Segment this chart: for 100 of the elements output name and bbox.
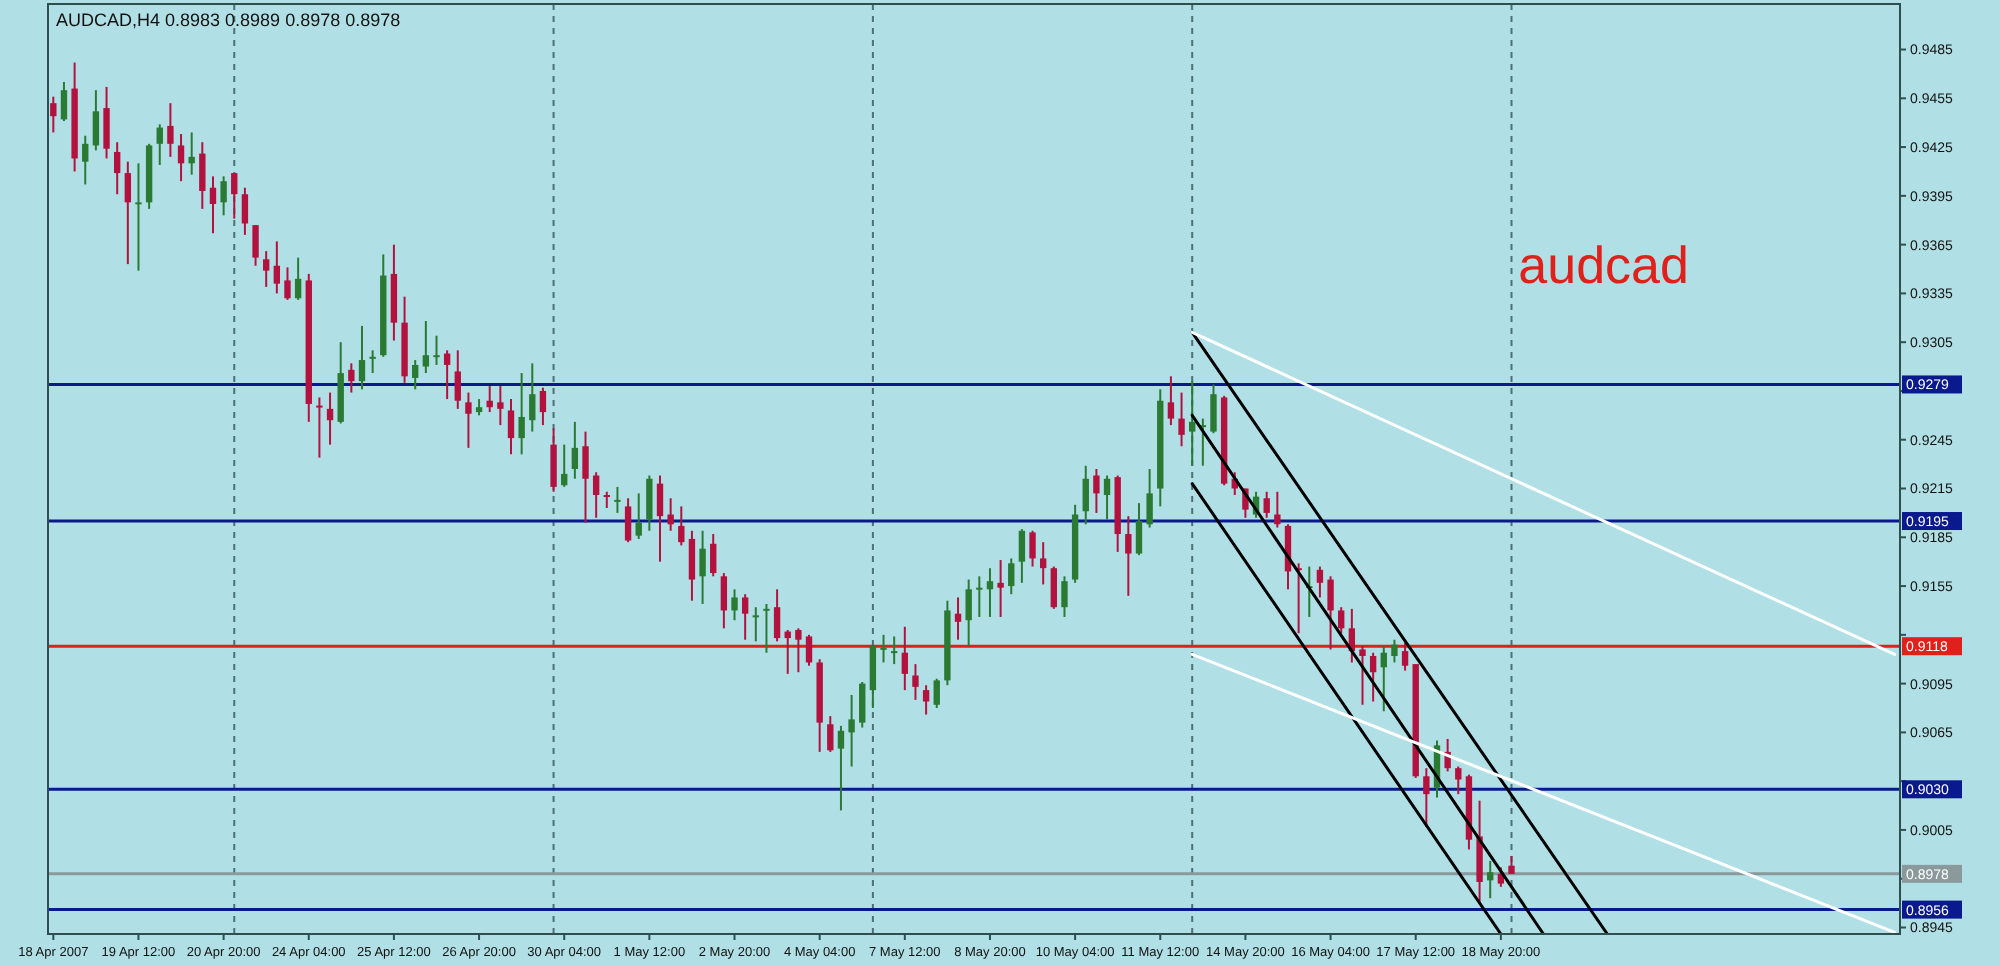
candlestick [1135, 502, 1143, 557]
candlestick [369, 349, 376, 375]
candlestick [614, 485, 621, 514]
candlestick [92, 89, 100, 152]
candlestick [592, 471, 600, 519]
candlestick [933, 677, 940, 709]
candlestick [720, 572, 728, 630]
chart-title: AUDCAD,H4 0.8983 0.8989 0.8978 0.8978 [56, 10, 401, 30]
candlestick [901, 625, 909, 692]
candlestick [837, 724, 845, 812]
candlestick [890, 635, 898, 666]
candlestick [1167, 375, 1175, 427]
candlestick [1210, 383, 1217, 435]
candlestick [1146, 468, 1153, 529]
candlestick [1029, 529, 1036, 568]
candlestick [326, 391, 334, 446]
candlestick [646, 474, 653, 532]
candlestick [231, 172, 238, 220]
candlestick [880, 633, 887, 664]
candlestick [103, 85, 110, 160]
candlestick [60, 81, 68, 123]
candlestick [1327, 575, 1334, 651]
candlestick [167, 102, 174, 158]
candlestick [656, 474, 664, 563]
candlestick [550, 427, 557, 493]
candlestick [177, 133, 185, 183]
candlestick [412, 359, 419, 391]
candlestick [1369, 651, 1377, 703]
candlestick [848, 694, 855, 768]
candlestick [997, 559, 1004, 618]
candlestick [188, 131, 195, 176]
candlestick [667, 497, 674, 532]
candlestick [1050, 565, 1058, 610]
candlestick [50, 95, 57, 134]
candlestick [1274, 490, 1281, 529]
candlestick [199, 141, 206, 210]
candlestick [252, 224, 259, 267]
candlestick [561, 443, 568, 488]
candlestick [624, 497, 632, 544]
candlestick [273, 240, 281, 295]
candlestick [1061, 575, 1068, 618]
candlestick [635, 492, 642, 540]
candlestick [241, 186, 249, 236]
candlestick [497, 385, 504, 427]
candlestick [678, 505, 685, 547]
candlestick [135, 162, 142, 272]
candlestick [827, 715, 834, 753]
candlestick [1103, 474, 1111, 521]
candlestick [433, 334, 440, 366]
candlestick [124, 160, 132, 266]
candlestick [699, 529, 706, 605]
candlestick [1487, 859, 1494, 900]
candlestick [1359, 645, 1366, 706]
candlestick [741, 593, 749, 641]
candlestick [507, 398, 515, 456]
candlestick [284, 266, 291, 301]
candlestick [454, 349, 461, 410]
candlestick [518, 372, 525, 456]
candlestick [1316, 565, 1324, 599]
candlestick [1338, 606, 1345, 635]
candlestick [986, 567, 994, 618]
candlestick [912, 663, 919, 701]
candlestick [954, 596, 962, 641]
candlestick [922, 684, 930, 716]
candlestick [209, 175, 217, 235]
candlestick [1039, 541, 1047, 586]
candlestick [443, 349, 451, 401]
candlestick [1008, 557, 1015, 596]
candlestick [752, 606, 759, 643]
candlestick [976, 575, 983, 618]
candlestick [263, 250, 270, 288]
candlestick [1476, 799, 1483, 905]
candlestick [582, 430, 589, 524]
candlestick [1082, 464, 1089, 526]
candlestick [763, 602, 770, 654]
candlestick [805, 633, 813, 667]
candlestick [859, 680, 866, 729]
candlestick [539, 386, 547, 427]
candlestick [1018, 528, 1026, 584]
candlestick [220, 175, 227, 217]
candlestick [82, 134, 89, 186]
candlestick [965, 578, 972, 648]
candlestick [1423, 767, 1430, 828]
candlestick [348, 362, 355, 394]
candlestick [571, 420, 579, 480]
candlestick [294, 256, 302, 301]
candlestick [869, 643, 877, 709]
annotation: audcad [1518, 235, 1689, 295]
candlestick [529, 362, 536, 433]
candlestick [1178, 391, 1185, 448]
candlestick [1455, 765, 1462, 796]
candlestick [710, 533, 717, 578]
candlestick [1125, 515, 1132, 597]
candlestick [1189, 380, 1196, 467]
candlestick [358, 324, 366, 391]
candlestick [795, 627, 802, 674]
candlestick [1401, 641, 1409, 672]
candlestick [316, 396, 323, 459]
candlestick [773, 588, 781, 643]
candlestick [465, 391, 472, 449]
